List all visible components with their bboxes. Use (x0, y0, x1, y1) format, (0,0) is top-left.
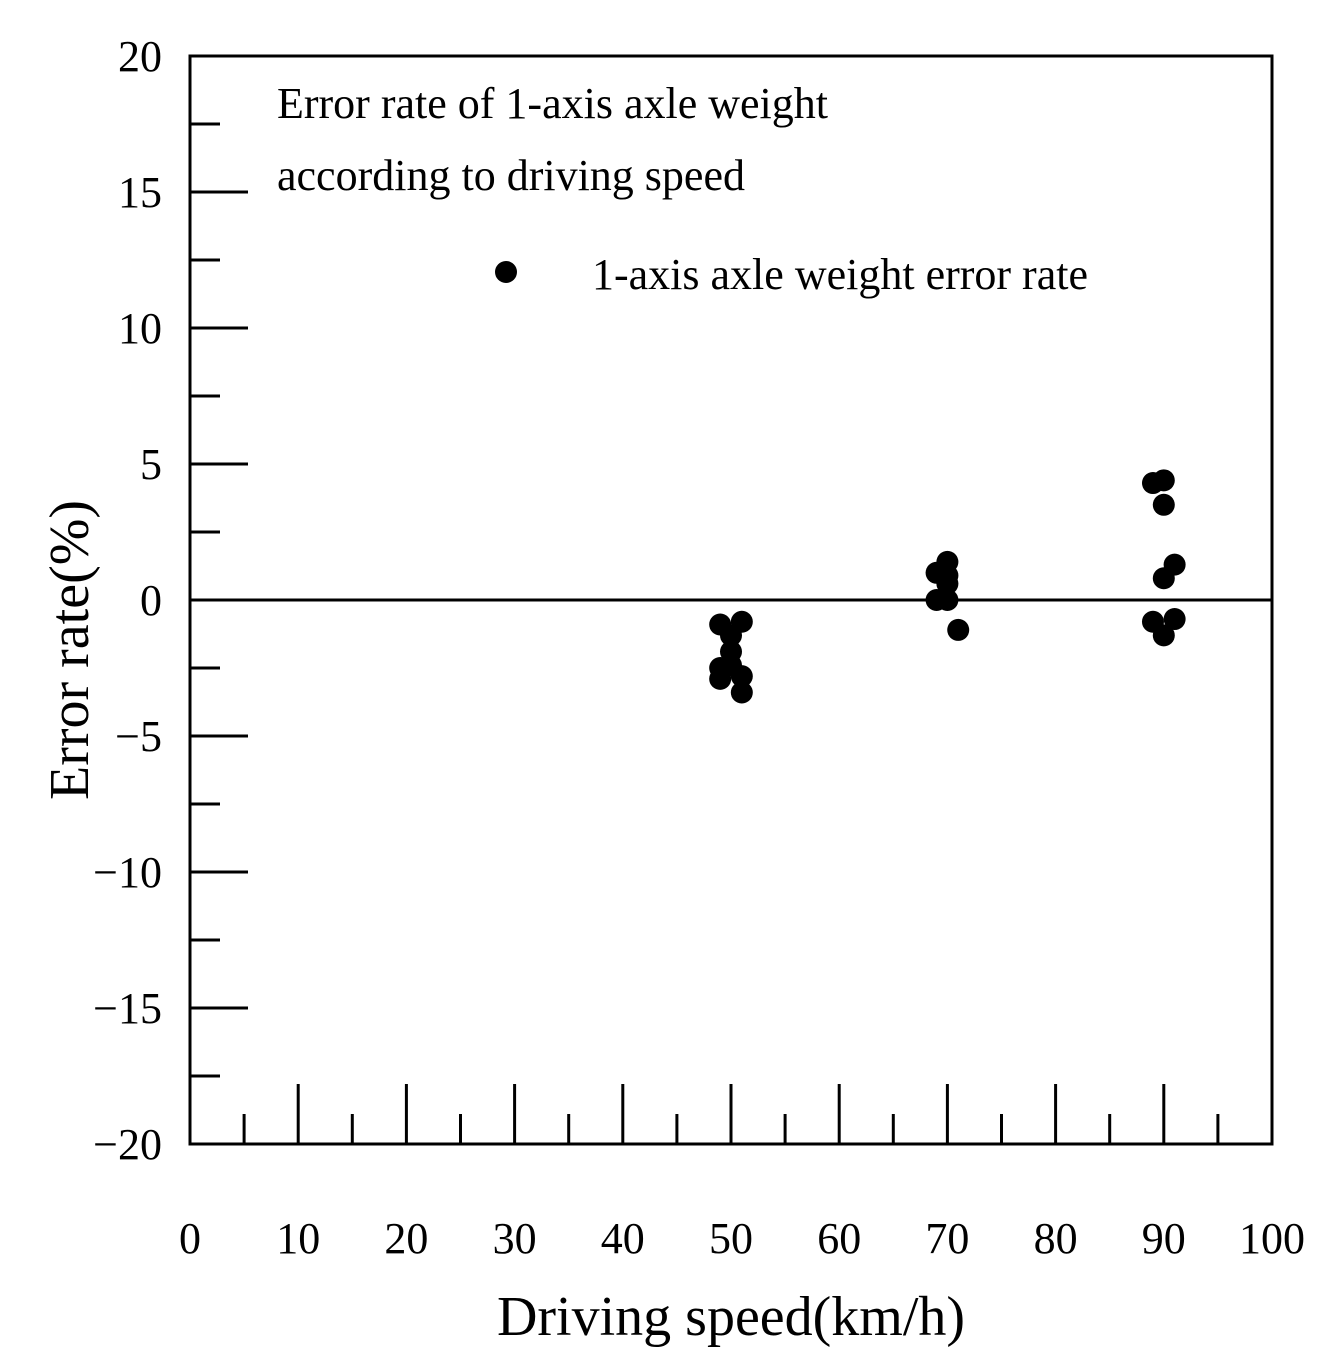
y-tick-label: 20 (118, 32, 162, 81)
data-point (730, 681, 753, 704)
data-point (947, 618, 970, 641)
y-axis-title: Error rate(%) (39, 500, 101, 800)
x-axis-title: Driving speed(km/h) (497, 1286, 965, 1348)
y-axis-tick-labels: −20 −15 −10 −5 0 5 10 15 20 (93, 32, 162, 1169)
y-tick-label: 0 (140, 576, 162, 625)
y-tick-label: 15 (118, 168, 162, 217)
x-tick-label: 60 (817, 1214, 861, 1263)
data-point (1163, 608, 1186, 631)
data-point (936, 572, 959, 595)
x-tick-label: 10 (276, 1214, 320, 1263)
legend-label: 1-axis axle weight error rate (592, 250, 1088, 299)
y-tick-label: −15 (93, 984, 162, 1033)
x-axis-tick-labels: 0 10 20 30 40 50 60 70 80 90 100 (179, 1214, 1305, 1263)
data-point (730, 665, 753, 688)
annotation-line-2: according to driving speed (277, 151, 745, 200)
legend: 1-axis axle weight error rate (495, 250, 1088, 299)
data-points (709, 469, 1186, 704)
annotation-line-1: Error rate of 1-axis axle weight (277, 79, 828, 128)
y-tick-label: 10 (118, 304, 162, 353)
y-tick-label: −20 (93, 1120, 162, 1169)
x-tick-label: 70 (925, 1214, 969, 1263)
data-point (1152, 493, 1175, 516)
data-point (1152, 624, 1175, 647)
y-tick-label: −5 (115, 712, 162, 761)
x-tick-label: 0 (179, 1214, 201, 1263)
x-tick-label: 20 (384, 1214, 428, 1263)
x-tick-label: 40 (601, 1214, 645, 1263)
y-tick-label: −10 (93, 848, 162, 897)
data-point (720, 624, 742, 647)
legend-marker (495, 261, 517, 283)
x-tick-label: 100 (1239, 1214, 1305, 1263)
x-tick-label: 30 (493, 1214, 537, 1263)
data-point (1152, 567, 1175, 590)
y-axis-ticks (190, 54, 248, 1146)
x-tick-label: 90 (1142, 1214, 1186, 1263)
x-tick-label: 50 (709, 1214, 753, 1263)
data-point (1152, 469, 1175, 492)
y-tick-label: 5 (140, 440, 162, 489)
data-point (936, 589, 959, 611)
x-tick-label: 80 (1034, 1214, 1078, 1263)
x-axis-ticks (188, 1084, 1274, 1144)
